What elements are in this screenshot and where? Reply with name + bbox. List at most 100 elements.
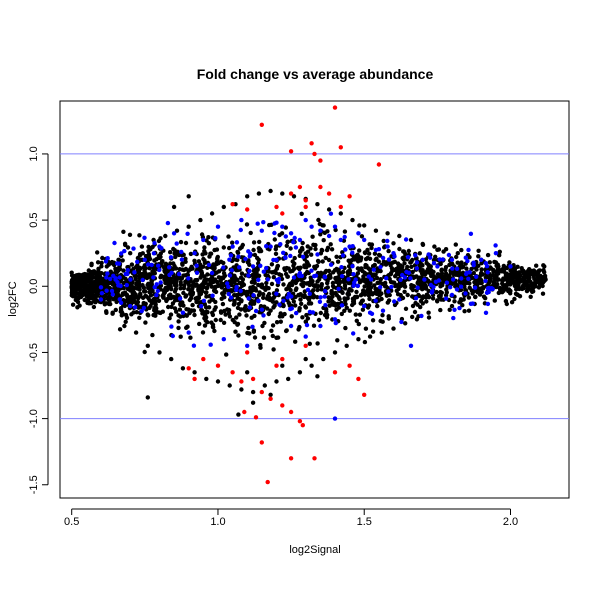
- data-point: [458, 284, 464, 289]
- data-point: [397, 233, 402, 239]
- data-point: [403, 237, 409, 242]
- data-point: [341, 269, 346, 275]
- data-point: [299, 211, 304, 216]
- data-point: [246, 296, 251, 301]
- y-tick-label: 0.5: [28, 212, 40, 227]
- data-point: [304, 312, 309, 318]
- data-point: [528, 294, 533, 299]
- data-point: [396, 264, 401, 269]
- data-point: [149, 279, 154, 285]
- data-point: [481, 294, 487, 299]
- data-point: [369, 242, 375, 247]
- data-point: [379, 296, 384, 302]
- data-point: [302, 263, 307, 268]
- data-point: [281, 282, 286, 287]
- data-point: [440, 276, 446, 282]
- data-point: [426, 310, 431, 315]
- data-point: [228, 295, 234, 300]
- data-point: [505, 280, 511, 285]
- data-point: [474, 267, 479, 272]
- data-point: [406, 270, 412, 275]
- data-points: [69, 105, 548, 485]
- data-point: [91, 304, 97, 310]
- data-point: [333, 320, 338, 326]
- data-point: [370, 329, 376, 334]
- data-point: [170, 301, 176, 306]
- data-point: [152, 271, 157, 276]
- data-point: [140, 277, 145, 283]
- data-point: [431, 274, 437, 279]
- data-point: [257, 239, 262, 245]
- data-point: [342, 278, 347, 283]
- data-point: [95, 260, 101, 265]
- data-point: [414, 260, 420, 265]
- data-point: [124, 292, 130, 297]
- data-point: [410, 314, 415, 320]
- data-point: [496, 271, 501, 276]
- data-point: [383, 284, 389, 289]
- data-point: [244, 222, 250, 227]
- data-point: [154, 306, 159, 311]
- data-point: [293, 245, 299, 250]
- data-point: [176, 319, 181, 324]
- data-point: [208, 251, 213, 256]
- data-point: [220, 301, 226, 307]
- data-point: [167, 316, 172, 321]
- data-point: [437, 257, 442, 262]
- data-point: [355, 252, 360, 257]
- data-point: [311, 293, 317, 299]
- data-point: [348, 260, 353, 265]
- data-point: [440, 257, 445, 262]
- data-point: [151, 275, 156, 280]
- data-point: [326, 295, 331, 300]
- data-point: [185, 324, 190, 329]
- data-point: [372, 251, 378, 256]
- data-point: [143, 320, 148, 325]
- data-point: [261, 313, 266, 318]
- data-point: [165, 296, 170, 302]
- data-point: [350, 250, 355, 255]
- data-point: [449, 257, 455, 262]
- data-point: [173, 254, 178, 260]
- data-point: [201, 237, 206, 243]
- data-point: [380, 308, 386, 313]
- data-point: [227, 314, 233, 319]
- data-point: [363, 256, 369, 262]
- data-point: [278, 319, 283, 324]
- data-point: [272, 303, 277, 308]
- data-point: [108, 269, 114, 274]
- data-point: [137, 287, 142, 292]
- data-point: [487, 279, 492, 284]
- data-point: [239, 255, 244, 260]
- data-point: [506, 288, 511, 294]
- data-point: [457, 305, 462, 311]
- data-point: [309, 224, 314, 229]
- data-point: [122, 241, 128, 246]
- data-point: [223, 287, 228, 292]
- data-point: [485, 270, 490, 275]
- data-point: [268, 244, 273, 249]
- data-point: [476, 248, 481, 253]
- data-point: [221, 320, 227, 325]
- data-point: [437, 273, 442, 279]
- data-point: [280, 363, 285, 368]
- data-point: [271, 275, 276, 280]
- data-point: [541, 268, 546, 273]
- data-point: [340, 253, 346, 258]
- data-point: [374, 256, 379, 261]
- data-point: [283, 225, 288, 230]
- data-point: [449, 303, 455, 309]
- data-point: [513, 270, 518, 275]
- data-point: [322, 294, 327, 299]
- data-point: [108, 276, 113, 282]
- data-point: [187, 311, 192, 316]
- data-point: [401, 249, 406, 254]
- data-point: [209, 270, 215, 276]
- data-point: [325, 280, 330, 286]
- data-point: [157, 350, 162, 355]
- data-point: [190, 286, 195, 291]
- data-point: [413, 296, 419, 301]
- data-point: [321, 356, 326, 362]
- data-point: [318, 184, 323, 190]
- data-point: [168, 250, 173, 255]
